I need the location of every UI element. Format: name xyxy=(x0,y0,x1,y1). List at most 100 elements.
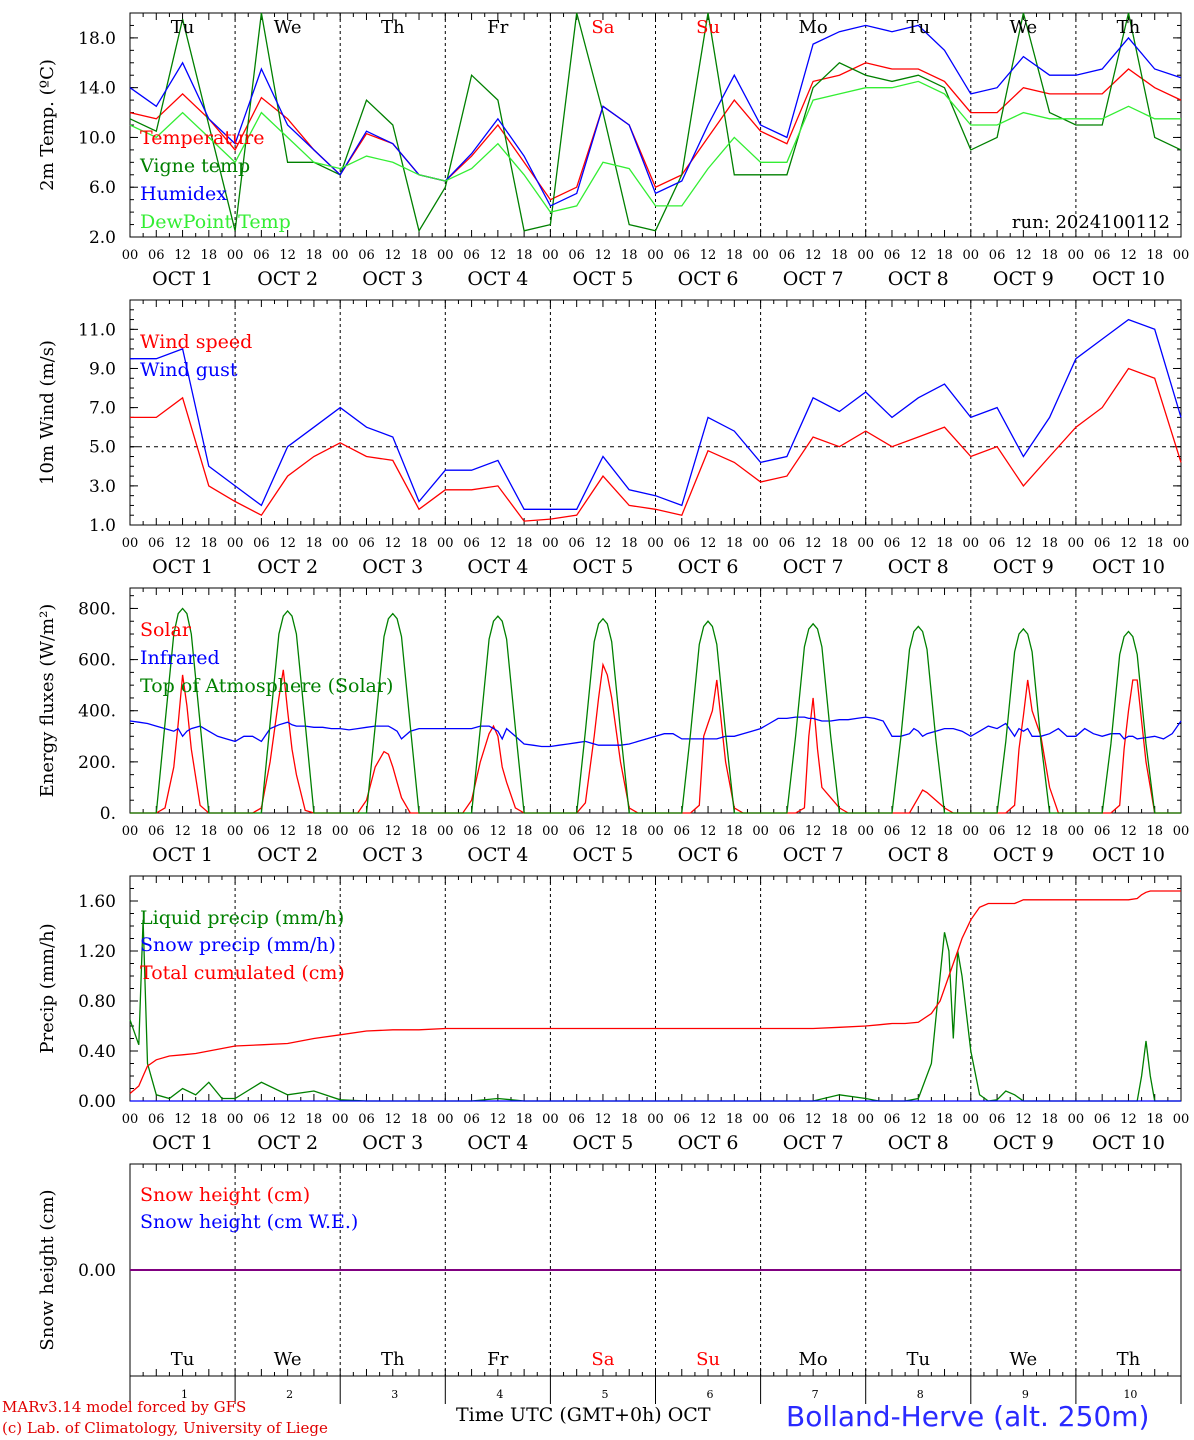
legend-entry: Snow precip (mm/h) xyxy=(140,934,336,956)
day-label: OCT 10 xyxy=(1092,844,1165,866)
legend-entry: Temperature xyxy=(140,127,264,149)
day-number-label: 4 xyxy=(496,1388,503,1401)
legend-entry: Snow height (cm W.E.) xyxy=(140,1211,358,1233)
legend-entry: Humidex xyxy=(140,183,227,205)
hour-label: 12 xyxy=(595,536,612,551)
day-number-label: 7 xyxy=(812,1388,819,1401)
hour-label: 00 xyxy=(542,1112,559,1127)
weekday-label: Th xyxy=(381,1349,405,1370)
hour-label: 00 xyxy=(122,536,139,551)
hour-label: 06 xyxy=(1094,248,1111,263)
weekday-label: Fr xyxy=(487,1349,508,1370)
hour-label: 00 xyxy=(1173,248,1190,263)
series-line-infrared xyxy=(129,716,1182,748)
legend-entry: Total cumulated (cm) xyxy=(140,962,345,984)
panel-4: 0.00 0.40 0.80 1.20 1.60 Precip (mm/h) Liquid … xyxy=(37,875,1189,1154)
hour-label: 18 xyxy=(936,248,953,263)
day-label: OCT 2 xyxy=(257,268,318,290)
hour-label: 06 xyxy=(674,536,691,551)
y-tick-label: 10.0 xyxy=(78,128,116,148)
hour-label: 18 xyxy=(726,1112,743,1127)
y-tick-label: 3.0 xyxy=(89,477,116,497)
weekday-label: Mo xyxy=(799,17,828,38)
hour-label: 00 xyxy=(647,824,664,839)
day-label: OCT 2 xyxy=(257,556,318,578)
day-label: OCT 9 xyxy=(993,844,1054,866)
legend-entry: Vigne temp xyxy=(139,155,250,177)
hour-label: 00 xyxy=(122,248,139,263)
y-tick-label: 1.20 xyxy=(78,942,116,962)
day-label: OCT 6 xyxy=(678,268,739,290)
hour-label: 06 xyxy=(463,536,480,551)
hour-label: 06 xyxy=(1094,824,1111,839)
hour-label: 12 xyxy=(174,536,191,551)
hour-label: 12 xyxy=(910,1112,927,1127)
y-axis-title: Energy fluxes (W/m²) xyxy=(37,604,58,798)
hour-label: 18 xyxy=(621,824,638,839)
hour-label: 18 xyxy=(1146,248,1163,263)
hour-label: 00 xyxy=(542,536,559,551)
hour-label: 12 xyxy=(490,824,507,839)
hour-label: 06 xyxy=(884,1112,901,1127)
legend-entry: Infrared xyxy=(140,647,220,669)
hour-label: 18 xyxy=(201,824,218,839)
hour-label: 00 xyxy=(647,1112,664,1127)
hour-label: 12 xyxy=(805,248,822,263)
hour-label: 06 xyxy=(674,1112,691,1127)
hour-label: 18 xyxy=(621,1112,638,1127)
legend-entry: Snow height (cm) xyxy=(140,1184,310,1206)
hour-label: 00 xyxy=(752,1112,769,1127)
day-number-label: 8 xyxy=(917,1388,924,1401)
hour-label: 18 xyxy=(1041,824,1058,839)
hour-label: 06 xyxy=(884,536,901,551)
day-label: OCT 5 xyxy=(572,268,633,290)
y-tick-label: 0.00 xyxy=(78,1261,116,1281)
time-axis-caption: Time UTC (GMT+0h) OCT xyxy=(456,1404,711,1426)
y-tick-label: 6.0 xyxy=(89,178,116,198)
y-tick-label: 0.80 xyxy=(78,992,116,1012)
day-label: OCT 1 xyxy=(152,268,213,290)
hour-label: 12 xyxy=(910,536,927,551)
hour-label: 06 xyxy=(148,1112,165,1127)
hour-label: 06 xyxy=(358,536,375,551)
hour-label: 12 xyxy=(700,248,717,263)
y-axis-title: 10m Wind (m/s) xyxy=(37,340,58,485)
model-credit: MARv3.14 model forced by GFS xyxy=(2,1398,247,1416)
day-label: OCT 4 xyxy=(467,844,528,866)
hour-label: 12 xyxy=(595,824,612,839)
hour-label: 12 xyxy=(279,824,296,839)
hour-label: 18 xyxy=(831,536,848,551)
weekday-label: Tu xyxy=(906,1349,930,1370)
hour-label: 12 xyxy=(490,536,507,551)
hour-label: 00 xyxy=(857,824,874,839)
hour-label: 00 xyxy=(963,1112,980,1127)
day-label: OCT 8 xyxy=(888,844,949,866)
weekday-label: Tu xyxy=(906,17,930,38)
hour-label: 12 xyxy=(1015,1112,1032,1127)
hour-label: 06 xyxy=(989,824,1006,839)
hour-label: 18 xyxy=(831,248,848,263)
hour-label: 06 xyxy=(568,824,585,839)
hour-label: 06 xyxy=(253,536,270,551)
day-label: OCT 2 xyxy=(257,844,318,866)
hour-label: 18 xyxy=(516,1112,533,1127)
day-label: OCT 8 xyxy=(888,556,949,578)
weekday-label: Tu xyxy=(171,17,195,38)
y-tick-label: 14.0 xyxy=(78,79,116,99)
y-tick-label: 0.40 xyxy=(78,1042,116,1062)
hour-label: 18 xyxy=(306,536,323,551)
panel-frame xyxy=(129,587,1182,814)
day-label: OCT 9 xyxy=(993,1132,1054,1154)
hour-label: 06 xyxy=(463,248,480,263)
day-label: OCT 6 xyxy=(678,1132,739,1154)
weekday-label: We xyxy=(1010,1349,1038,1370)
hour-label: 00 xyxy=(647,536,664,551)
hour-label: 12 xyxy=(174,248,191,263)
day-label: OCT 5 xyxy=(572,844,633,866)
series-line-dewpoint-temp xyxy=(129,80,1181,213)
panel-1: 2.0 6.0 10.0 14.0 18.0 2m Temp. (ºC) Temperatu… xyxy=(37,12,1190,290)
hour-label: 00 xyxy=(437,248,454,263)
hour-label: 06 xyxy=(358,248,375,263)
hour-label: 00 xyxy=(542,248,559,263)
